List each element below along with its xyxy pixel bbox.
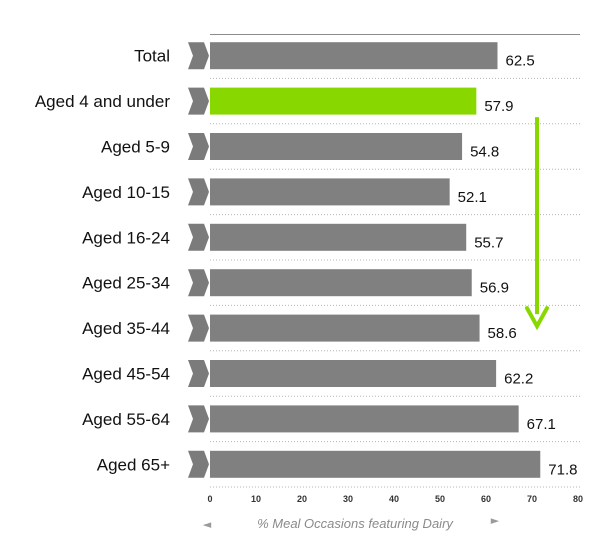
label-chevrons xyxy=(188,42,209,478)
category-label: Aged 4 and under xyxy=(35,92,171,111)
label-chevron xyxy=(188,133,209,160)
value-label: 62.5 xyxy=(506,53,535,70)
bar xyxy=(210,269,472,297)
x-axis-left-arrow: ◄ xyxy=(203,518,212,531)
category-label: Aged 5-9 xyxy=(101,138,170,157)
category-label: Aged 55-64 xyxy=(82,410,170,429)
bar xyxy=(210,405,519,433)
category-label: Aged 16-24 xyxy=(82,228,170,247)
bar xyxy=(210,360,497,387)
value-labels: 62.5 57.9 54.8 52.1 55.7 56.9 58.6 62.2 67.1 71.8 xyxy=(458,53,578,479)
value-label: 71.8 xyxy=(548,461,577,478)
x-tick-label: 20 xyxy=(297,494,307,504)
value-label: 58.6 xyxy=(488,325,517,342)
category-label: Total xyxy=(134,47,170,66)
bar xyxy=(210,178,450,206)
x-tick-label: 0 xyxy=(207,494,212,504)
x-tick-label: 70 xyxy=(527,494,537,504)
bar xyxy=(210,87,477,115)
trend-arrow-head xyxy=(525,306,549,331)
bars xyxy=(210,42,541,478)
label-chevron xyxy=(188,314,209,342)
label-chevron xyxy=(188,223,209,251)
value-label: 57.9 xyxy=(484,98,513,115)
x-axis-title: % Meal Occasions featuring Dairy xyxy=(257,516,454,531)
label-chevron xyxy=(188,42,209,70)
label-chevron xyxy=(188,405,209,433)
trend-arrow xyxy=(525,117,549,331)
value-label: 62.2 xyxy=(504,371,533,388)
value-label: 55.7 xyxy=(474,234,503,251)
label-chevron xyxy=(188,360,209,387)
value-label: 52.1 xyxy=(458,189,487,206)
bar xyxy=(210,314,480,342)
value-label: 56.9 xyxy=(480,280,509,297)
bar xyxy=(210,133,463,160)
value-label: 67.1 xyxy=(527,416,556,433)
category-label: Aged 10-15 xyxy=(82,183,170,202)
x-tick-label: 40 xyxy=(389,494,399,504)
bar xyxy=(210,42,498,70)
category-labels: Total Aged 4 and under Aged 5-9 Aged 10-15 A… xyxy=(35,47,171,475)
x-tick-label: 10 xyxy=(251,494,261,504)
x-tick-label: 80 xyxy=(573,494,583,504)
x-tick-label: 30 xyxy=(343,494,353,504)
x-tick-labels: 0 10 20 30 40 50 60 70 80 xyxy=(207,494,583,504)
category-label: Aged 35-44 xyxy=(82,319,170,338)
x-axis-right-arrow: ► xyxy=(491,514,500,527)
label-chevron xyxy=(188,450,209,478)
x-tick-label: 50 xyxy=(435,494,445,504)
value-label: 54.8 xyxy=(470,144,499,161)
x-tick-label: 60 xyxy=(481,494,491,504)
bar xyxy=(210,223,467,251)
label-chevron xyxy=(188,178,209,206)
category-label: Aged 65+ xyxy=(97,455,170,474)
category-label: Aged 45-54 xyxy=(82,365,170,384)
bar xyxy=(210,450,541,478)
category-label: Aged 25-34 xyxy=(82,274,170,293)
label-chevron xyxy=(188,269,209,297)
label-chevron xyxy=(188,87,209,115)
